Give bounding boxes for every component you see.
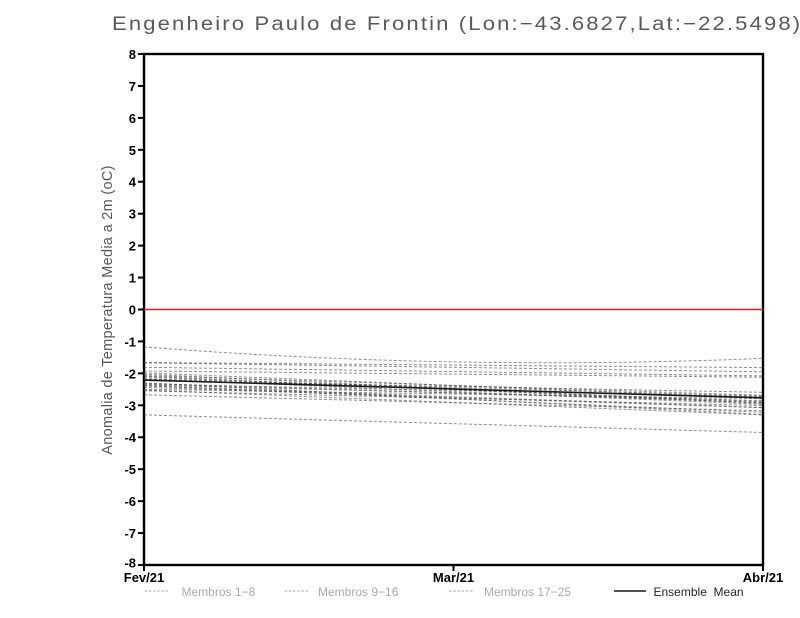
- svg-text:7: 7: [129, 79, 136, 94]
- svg-text:5: 5: [129, 143, 136, 158]
- svg-text:4: 4: [129, 175, 137, 190]
- svg-text:3: 3: [129, 207, 136, 222]
- svg-text:-8: -8: [124, 556, 136, 571]
- svg-text:-1: -1: [124, 334, 136, 349]
- svg-text:-4: -4: [124, 430, 136, 445]
- svg-text:Fev/21: Fev/21: [124, 570, 164, 585]
- svg-text:Abr/21: Abr/21: [743, 570, 783, 585]
- svg-text:Ensemble Mean: Ensemble Mean: [654, 585, 744, 599]
- svg-text:8: 8: [129, 47, 136, 62]
- svg-text:Mar/21: Mar/21: [433, 570, 474, 585]
- svg-text:Membros 9−16: Membros 9−16: [318, 585, 399, 599]
- svg-text:1: 1: [129, 271, 136, 286]
- svg-text:0: 0: [129, 303, 136, 318]
- svg-text:-5: -5: [124, 462, 136, 477]
- svg-text:2: 2: [129, 239, 136, 254]
- svg-text:-7: -7: [124, 526, 136, 541]
- svg-text:-2: -2: [124, 366, 136, 381]
- svg-text:-6: -6: [124, 494, 136, 509]
- svg-text:Membros 17−25: Membros 17−25: [484, 585, 571, 599]
- svg-text:6: 6: [129, 111, 136, 126]
- svg-text:-3: -3: [124, 398, 136, 413]
- svg-text:Membros 1−8: Membros 1−8: [182, 585, 256, 599]
